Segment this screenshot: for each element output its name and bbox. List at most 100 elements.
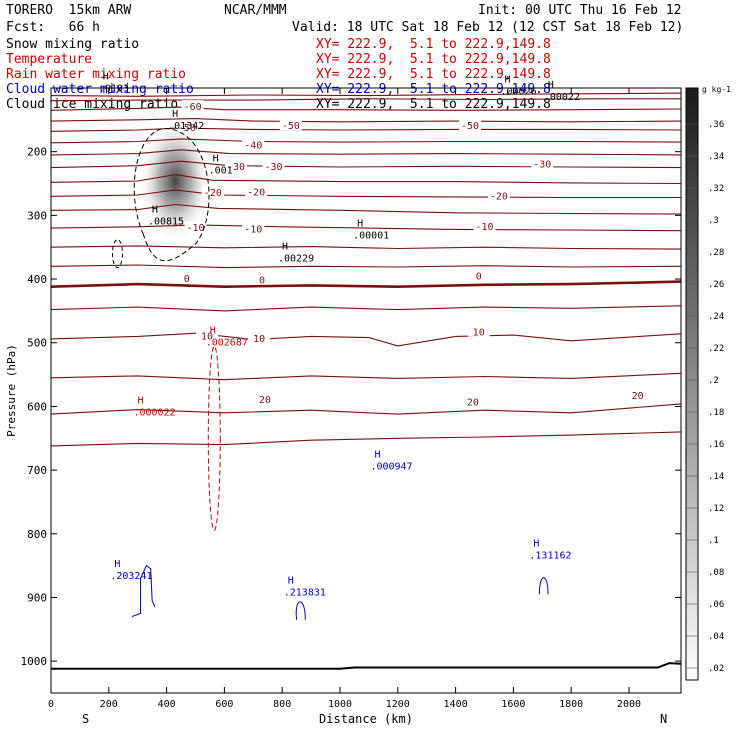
colorbar-tick-label: .3 — [708, 216, 719, 226]
x-tick-label: 1600 — [501, 699, 525, 710]
contour-label-bg — [467, 269, 490, 281]
temp-contour-m65 — [50, 98, 681, 102]
colorbar-tick-label: .08 — [708, 568, 724, 578]
y-tick-label: 500 — [27, 337, 47, 350]
colorbar-tick-label: .24 — [708, 312, 724, 322]
x-tick-label: 600 — [215, 699, 233, 710]
contour-label-bg — [242, 138, 265, 150]
field-label-cloud-water: Cloud water mixing ratio — [6, 82, 194, 97]
contour-label: -30 — [533, 159, 551, 170]
extremum-h-mark: H — [282, 241, 288, 252]
extremum-h-mark: H — [357, 218, 363, 229]
temp-contour-0 — [50, 280, 682, 289]
y-tick-label: 1000 — [21, 655, 48, 668]
colorbar-tick-label: .18 — [708, 408, 724, 418]
init-time: Init: 00 UTC Thu 16 Feb 12 — [478, 3, 682, 18]
y-tick-label: 800 — [27, 528, 47, 541]
extremum-h-mark: H — [103, 71, 109, 82]
field-label-rain: Rain water mixing ratio — [6, 67, 187, 82]
contour-label-bg — [184, 221, 207, 233]
extremum-h-mark: H — [172, 109, 178, 120]
temp-contour-m45 — [50, 138, 682, 144]
colorbar-tick-label: .14 — [708, 472, 724, 482]
extremum-value: .001 — [209, 165, 233, 176]
extremum-h-mark: H — [152, 204, 158, 215]
contour-label: 20 — [259, 395, 271, 406]
contour-label: -30 — [264, 162, 282, 173]
temp-contour-m70 — [50, 92, 682, 97]
colorbar-tick-label: .04 — [708, 632, 724, 642]
contour-label-bg — [224, 159, 247, 171]
contour-label-bg — [487, 189, 510, 201]
y-axis-label: Pressure (hPa) — [5, 344, 18, 437]
contour-label: 10 — [201, 331, 213, 342]
x-tick-label: 0 — [48, 699, 54, 710]
temp-contour-m60 — [50, 106, 682, 111]
contour-label: 20 — [467, 398, 479, 409]
extremum-h-mark: H — [533, 539, 539, 550]
extremum-value: .0103 — [99, 83, 129, 94]
colorbar-tick-label: .34 — [708, 152, 724, 162]
colorbar-tick-label: .28 — [708, 248, 724, 258]
contour-label-bg — [253, 393, 276, 405]
x-tick-label: 200 — [100, 699, 118, 710]
extremum-h-mark: H — [374, 450, 380, 461]
contour-label-bg — [175, 272, 198, 284]
contour-label: -10 — [475, 222, 493, 233]
contour-label: -20 — [490, 191, 508, 202]
contour-label: -10 — [244, 224, 262, 235]
colorbar-tick-label: .26 — [708, 280, 724, 290]
extremum-value: .000947 — [370, 462, 412, 473]
contour-label: 10 — [473, 328, 485, 339]
valid-time: Valid: 18 UTC Sat 18 Feb 12 (12 CST Sat … — [292, 20, 684, 35]
contour-label: -40 — [244, 140, 262, 151]
temp-contour-m25 — [50, 189, 681, 199]
temp-contour-m30 — [50, 174, 682, 185]
field-xy-cloud-ice: XY= 222.9, 5.1 to 222.9,149.8 — [316, 97, 551, 112]
x-axis-label: Distance (km) — [319, 712, 413, 726]
contour-label: 0 — [184, 274, 190, 285]
colorbar-tick-label: .32 — [708, 184, 724, 194]
y-tick-label: 400 — [27, 273, 47, 286]
colorbar-gradient — [685, 87, 699, 681]
contour-label-bg — [201, 186, 224, 198]
y-tick-label: 900 — [27, 591, 47, 604]
extremum-h-mark: H — [210, 325, 216, 336]
colorbar-tick-label: .02 — [708, 664, 724, 674]
temp-contour-m10 — [50, 245, 682, 250]
y-tick-label: 700 — [27, 464, 47, 477]
extremum-value: .213831 — [284, 588, 326, 599]
ice-shading-max — [139, 118, 212, 243]
extremum-h-mark: H — [213, 153, 219, 164]
extremum-value: .00022 — [544, 92, 580, 103]
contour-label-bg — [473, 219, 496, 231]
contour-label: -20 — [204, 188, 222, 199]
x-end-label-right: N — [660, 712, 667, 726]
contour-label: 0 — [259, 275, 265, 286]
extremum-value: .203241 — [110, 571, 152, 582]
contour-label-bg — [175, 121, 198, 133]
contour-label-bg — [196, 329, 219, 341]
extremum-h-mark: H — [114, 559, 120, 570]
x-tick-label: 1000 — [328, 699, 352, 710]
contour-label-bg — [279, 119, 302, 131]
contour-label-bg — [459, 119, 482, 131]
extremum-value: .00815 — [148, 216, 184, 227]
cloud-water-outline — [295, 601, 306, 620]
extremum-value: .000022 — [133, 407, 175, 418]
colorbar-tick-label: .06 — [708, 600, 724, 610]
colorbar-tick-label: .22 — [708, 344, 724, 354]
contour-label: -50 — [178, 123, 196, 134]
temp-contour-20 — [50, 403, 682, 415]
contour-label: -60 — [184, 102, 202, 113]
contour-label-bg — [531, 157, 554, 169]
y-tick-label: 600 — [27, 400, 47, 413]
temp-contour-m15 — [50, 224, 682, 232]
cloud-water-outline — [131, 564, 156, 618]
extremum-value: .01342 — [168, 121, 204, 132]
plot-frame — [50, 87, 682, 694]
temp-contour-m20 — [50, 203, 682, 215]
y-tick-label: 200 — [27, 146, 47, 159]
